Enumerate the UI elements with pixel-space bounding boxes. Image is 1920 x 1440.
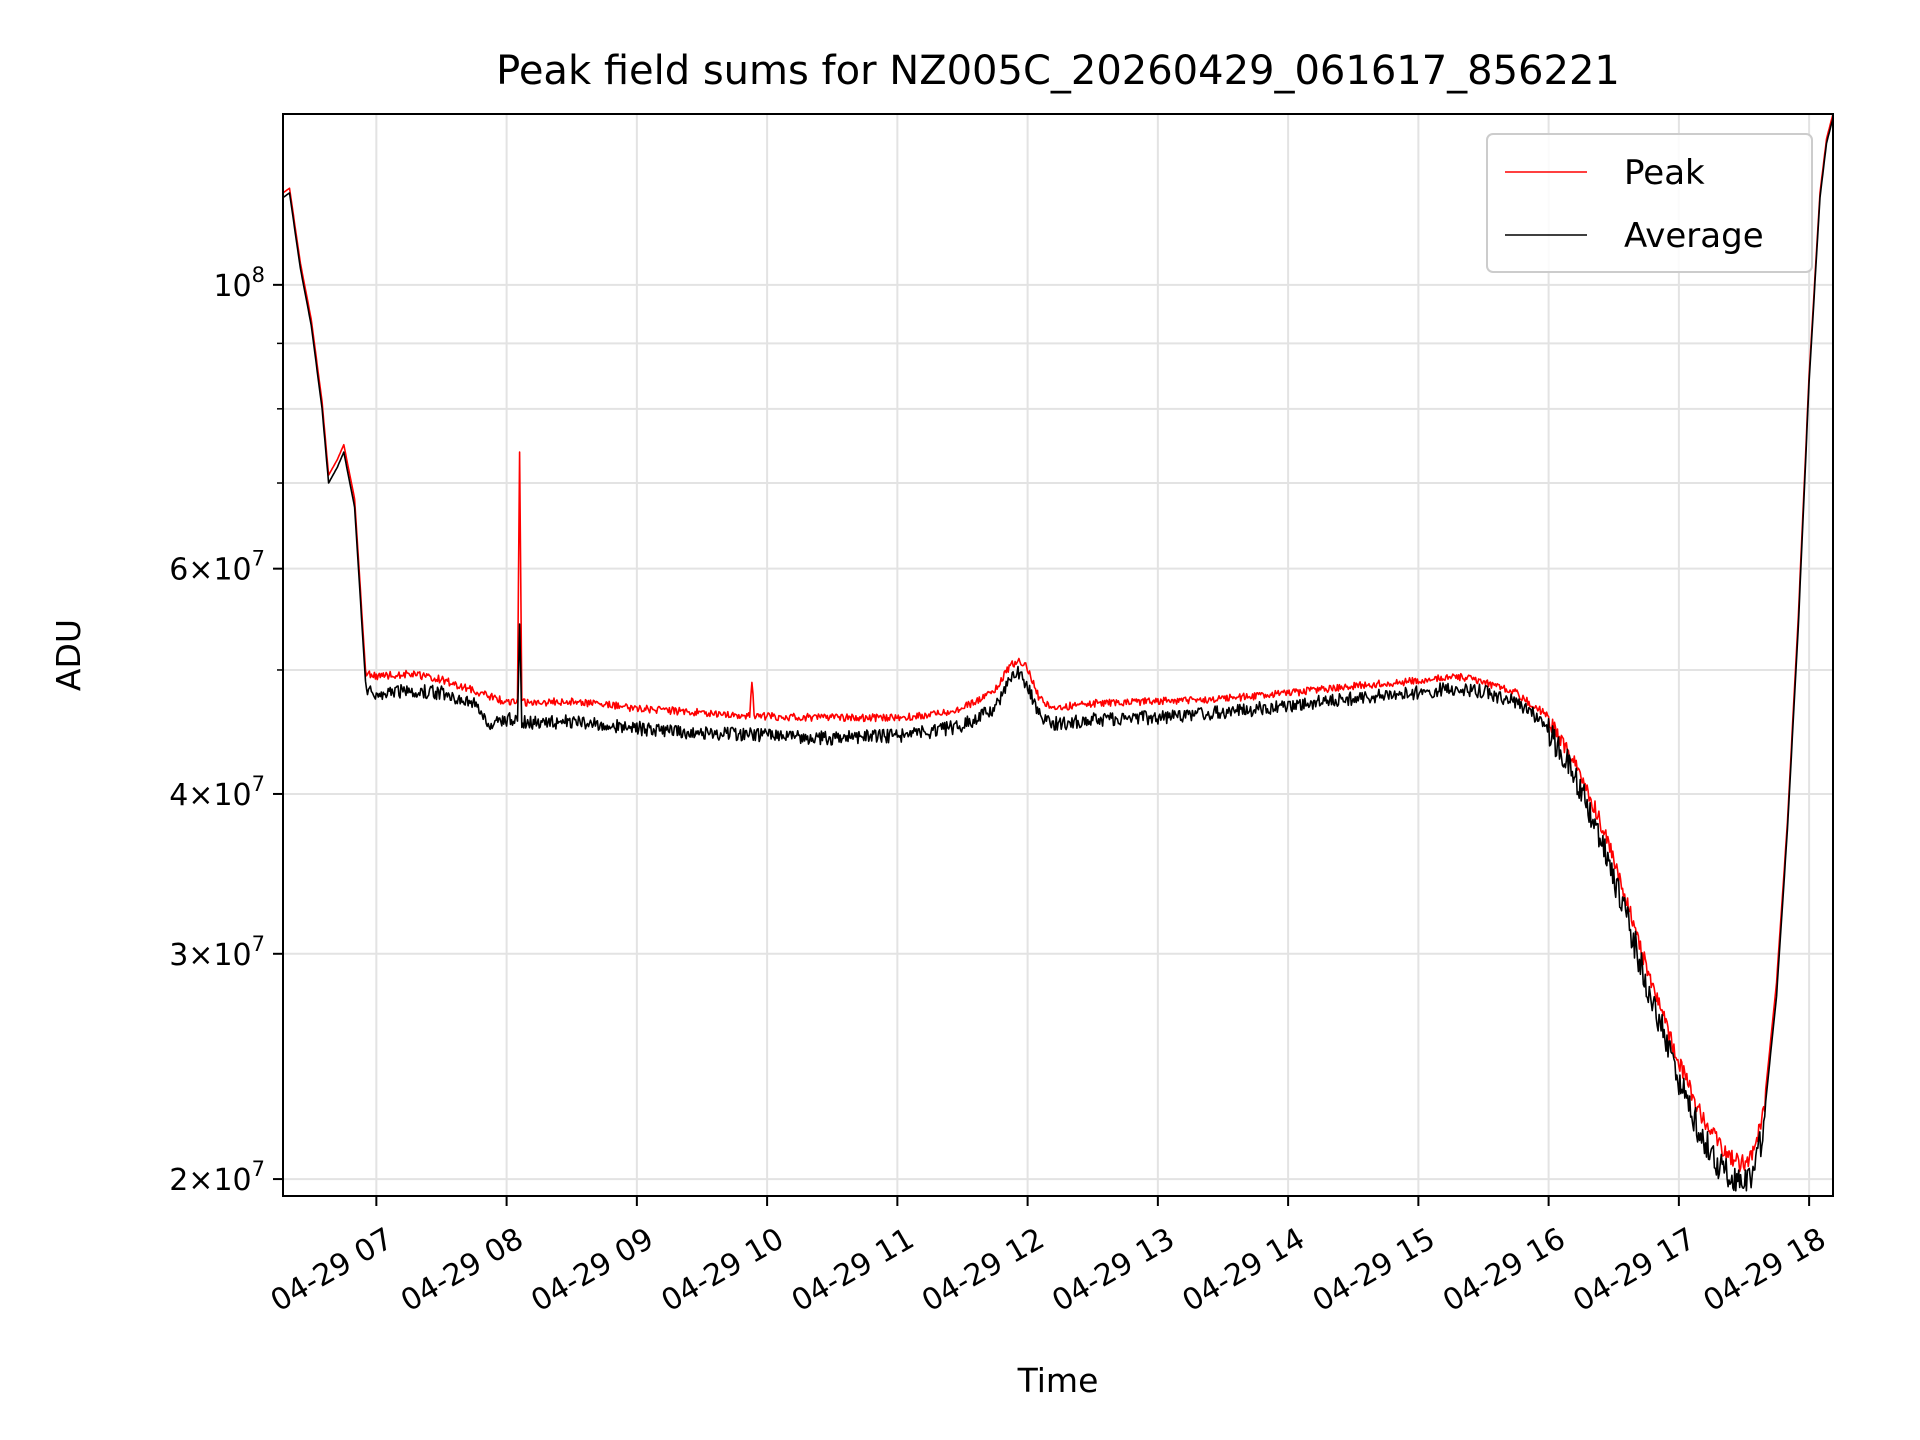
y-tick-label: 3×107 (169, 932, 265, 973)
grid (283, 114, 1833, 1196)
y-tick-label: 108 (213, 263, 265, 304)
chart-title: Peak field sums for NZ005C_20260429_0616… (496, 48, 1620, 94)
plot-area-frame (282, 113, 1834, 1197)
series-layer (282, 113, 1834, 1192)
series-line-peak (282, 113, 1834, 1173)
y-tick-label: 4×107 (169, 772, 265, 813)
legend-box (1486, 133, 1813, 273)
y-tick-label: 2×107 (169, 1157, 265, 1198)
x-axis-title: Time (1017, 1361, 1099, 1400)
y-tick-label: 6×107 (169, 547, 265, 588)
legend: Peak Average (1486, 133, 1813, 273)
y-axis-title: ADU (49, 619, 88, 691)
series-line-average (282, 117, 1834, 1192)
legend-label-average: Average (1624, 216, 1764, 256)
legend-label-peak: Peak (1624, 153, 1705, 193)
y-axis: 2×107 3×107 4×107 6×107 108 (169, 263, 283, 1198)
